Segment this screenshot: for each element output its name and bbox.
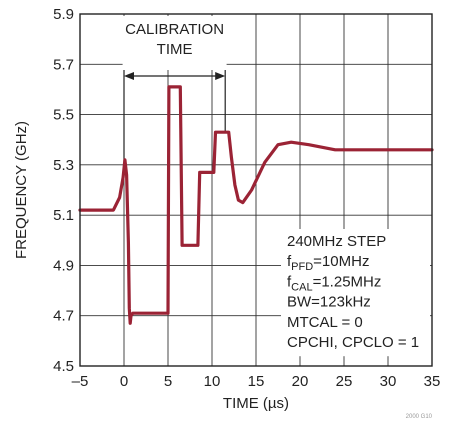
x-tick-label: 0: [120, 373, 128, 390]
test-condition-main: BW=123kHz: [287, 294, 371, 311]
x-tick-label: 15: [248, 373, 265, 390]
test-condition-subscript: CAL: [291, 281, 312, 293]
y-tick-label: 4.7: [53, 308, 74, 325]
x-tick-label: 30: [380, 373, 397, 390]
test-condition-main: CPCHI, CPCLO = 1: [287, 334, 419, 351]
test-condition-line: 240MHz STEP: [287, 233, 386, 250]
calibration-label-line2: TIME: [157, 41, 193, 58]
calibration-arrow-right-head: [215, 72, 226, 80]
test-condition-line: CPCHI, CPCLO = 1: [287, 334, 419, 351]
x-tick-label: –5: [72, 373, 89, 390]
calibration-label-line1: CALIBRATION: [125, 21, 224, 38]
test-condition-line: MTCAL = 0: [287, 314, 363, 331]
series-layer: [78, 85, 434, 325]
test-condition-line: fCAL=1.25MHz: [287, 273, 381, 293]
y-tick-label: 4.5: [53, 358, 74, 375]
x-tick-label: 10: [204, 373, 221, 390]
test-condition-line: fPFD=10MHz: [287, 253, 369, 273]
y-tick-label: 5.5: [53, 107, 74, 124]
calibration-arrow-left-head: [124, 72, 134, 80]
calibration-time-annotation: CALIBRATION TIME: [122, 16, 227, 165]
plot-frame: [79, 13, 433, 367]
frequency-trace: [78, 85, 434, 325]
test-condition-value: =1.25MHz: [313, 273, 382, 290]
test-conditions-background: [281, 229, 430, 357]
x-tick-label: 5: [164, 373, 172, 390]
test-condition-main: MTCAL = 0: [287, 314, 363, 331]
test-condition-main: 240MHz STEP: [287, 233, 386, 250]
x-tick-labels: –5 0 5 10 15 20 25 30 35: [72, 373, 441, 390]
test-condition-main: f: [287, 253, 292, 270]
test-condition-subscript: PFD: [291, 261, 313, 273]
test-condition-value: =10MHz: [313, 253, 369, 270]
x-tick-label: 20: [292, 373, 309, 390]
y-tick-labels: 4.5 4.7 4.9 5.1 5.3 5.5 5.7 5.9: [53, 6, 74, 375]
y-tick-label: 5.3: [53, 157, 74, 174]
calibration-label-background: [122, 16, 227, 70]
x-tick-label: 35: [424, 373, 441, 390]
test-conditions-annotation: 240MHz STEPfPFD=10MHzfCAL=1.25MHzBW=123k…: [281, 229, 430, 357]
figure-id: 2000 G10: [406, 414, 433, 420]
y-axis-label: FREQUENCY (GHz): [13, 121, 30, 259]
x-axis-label: TIME (µs): [223, 395, 289, 412]
y-tick-label: 5.9: [53, 6, 74, 23]
test-condition-line: BW=123kHz: [287, 294, 371, 311]
test-condition-main: f: [287, 273, 292, 290]
y-tick-label: 5.7: [53, 56, 74, 73]
y-tick-label: 4.9: [53, 257, 74, 274]
x-tick-label: 25: [336, 373, 353, 390]
y-tick-label: 5.1: [53, 207, 74, 224]
